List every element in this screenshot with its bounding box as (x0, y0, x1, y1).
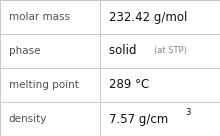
Text: density: density (9, 114, 47, 124)
Text: 7.57 g/cm: 7.57 g/cm (109, 112, 168, 126)
Text: (at STP): (at STP) (154, 47, 187, 55)
Text: molar mass: molar mass (9, 12, 70, 22)
Text: 3: 3 (185, 108, 191, 117)
Text: 232.42 g/mol: 232.42 g/mol (109, 10, 187, 24)
Text: solid: solid (109, 44, 144, 58)
Text: 289 °C: 289 °C (109, 78, 149, 92)
Text: phase: phase (9, 46, 40, 56)
Text: melting point: melting point (9, 80, 79, 90)
